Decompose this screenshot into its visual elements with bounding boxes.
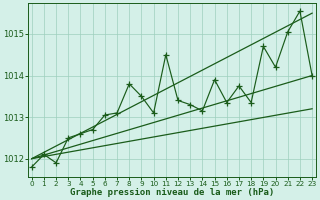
X-axis label: Graphe pression niveau de la mer (hPa): Graphe pression niveau de la mer (hPa)	[70, 188, 274, 197]
